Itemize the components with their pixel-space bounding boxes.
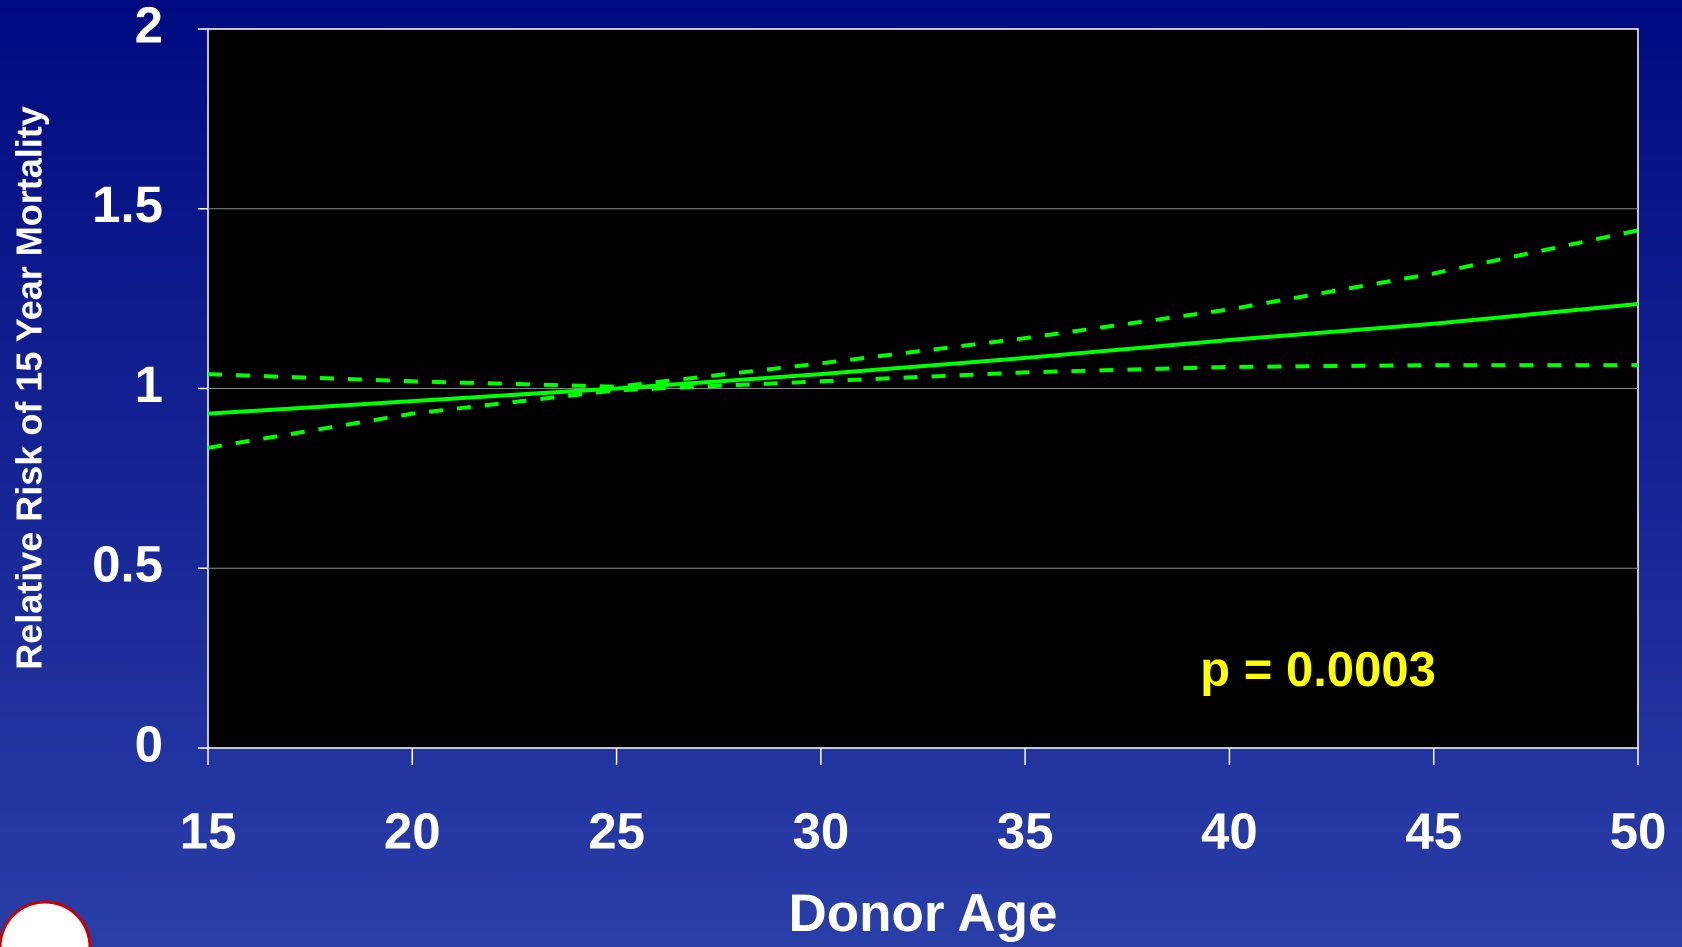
x-tick-label: 15 xyxy=(180,802,237,859)
y-tick-label: 0 xyxy=(135,715,163,772)
x-tick-label: 40 xyxy=(1201,802,1258,859)
logo xyxy=(0,900,92,947)
annotation: p = 0.0003 xyxy=(1200,643,1436,697)
x-axis-label: Donor Age xyxy=(789,884,1058,943)
x-tick-label: 30 xyxy=(792,802,849,859)
y-tick-label: 1.5 xyxy=(92,176,163,233)
y-tick-label: 2 xyxy=(135,0,163,53)
y-axis-label: Relative Risk of 15 Year Mortality xyxy=(9,106,50,670)
y-tick-label: 0.5 xyxy=(92,536,163,593)
x-tick-label: 20 xyxy=(384,802,441,859)
y-tick-label: 1 xyxy=(135,356,163,413)
x-tick-label: 50 xyxy=(1610,802,1667,859)
x-tick-label: 25 xyxy=(588,802,645,859)
x-tick-label: 35 xyxy=(997,802,1054,859)
x-tick-label: 45 xyxy=(1405,802,1462,859)
series-line xyxy=(207,302,1639,416)
